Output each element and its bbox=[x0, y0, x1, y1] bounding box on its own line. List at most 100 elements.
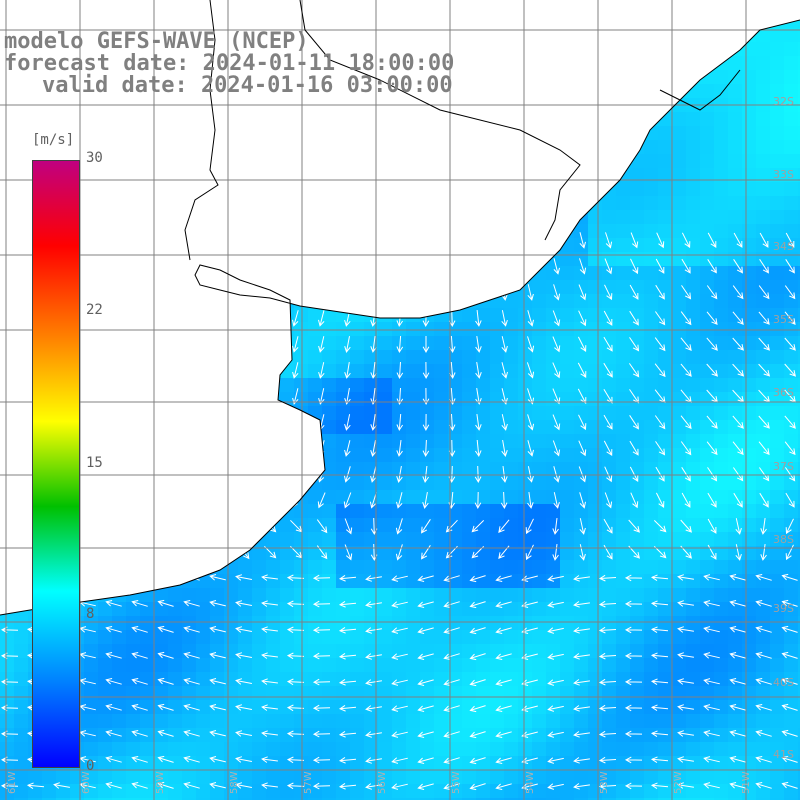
speed-cell bbox=[490, 490, 504, 504]
speed-cell bbox=[434, 616, 448, 630]
speed-cell bbox=[672, 448, 686, 462]
speed-cell bbox=[742, 560, 756, 574]
speed-cell bbox=[336, 714, 350, 728]
speed-cell bbox=[588, 560, 602, 574]
speed-cell bbox=[308, 532, 322, 546]
speed-cell bbox=[644, 406, 658, 420]
wind-arrow bbox=[131, 678, 148, 685]
speed-cell bbox=[350, 406, 364, 420]
speed-cell bbox=[700, 224, 714, 238]
speed-cell bbox=[686, 616, 700, 630]
speed-cell bbox=[392, 406, 406, 420]
speed-cell bbox=[364, 770, 378, 784]
wind-arrow bbox=[733, 492, 743, 508]
wind-arrow bbox=[784, 311, 796, 326]
speed-cell bbox=[616, 616, 630, 630]
speed-cell bbox=[560, 350, 574, 364]
speed-cell bbox=[630, 504, 644, 518]
speed-cell bbox=[798, 560, 800, 574]
speed-cell bbox=[532, 448, 546, 462]
speed-cell bbox=[406, 406, 420, 420]
wind-arrow bbox=[680, 519, 692, 533]
speed-cell bbox=[420, 532, 434, 546]
speed-cell bbox=[658, 182, 672, 196]
speed-cell bbox=[644, 462, 658, 476]
speed-cell bbox=[770, 476, 784, 490]
speed-cell bbox=[462, 532, 476, 546]
speed-cell bbox=[350, 616, 364, 630]
speed-cell bbox=[350, 532, 364, 546]
wind-arrow bbox=[318, 388, 325, 405]
wind-arrow bbox=[755, 782, 772, 789]
speed-cell bbox=[602, 294, 616, 308]
speed-cell bbox=[588, 252, 602, 266]
speed-cell bbox=[336, 770, 350, 784]
wind-arrow bbox=[650, 730, 669, 738]
speed-cell bbox=[308, 518, 322, 532]
speed-cell bbox=[798, 784, 800, 798]
wind-arrow bbox=[422, 387, 430, 406]
speed-cell bbox=[714, 322, 728, 336]
speed-cell bbox=[476, 378, 490, 392]
speed-cell bbox=[672, 154, 686, 168]
speed-cell bbox=[434, 798, 448, 800]
speed-cell bbox=[392, 616, 406, 630]
wind-arrow bbox=[286, 574, 305, 582]
speed-cell bbox=[448, 798, 462, 800]
lon-label: 55W bbox=[451, 771, 462, 794]
speed-cell bbox=[686, 756, 700, 770]
speed-cell bbox=[658, 672, 672, 686]
speed-cell bbox=[742, 448, 756, 462]
speed-cell bbox=[630, 224, 644, 238]
speed-cell bbox=[658, 630, 672, 644]
wind-arrow bbox=[469, 757, 486, 765]
wind-arrow bbox=[785, 492, 795, 508]
speed-cell bbox=[196, 602, 210, 616]
speed-cell bbox=[252, 658, 266, 672]
speed-cell bbox=[658, 462, 672, 476]
speed-cell bbox=[742, 588, 756, 602]
speed-cell bbox=[406, 476, 420, 490]
speed-cell bbox=[602, 784, 616, 798]
speed-cell bbox=[798, 196, 800, 210]
speed-cell bbox=[672, 140, 686, 154]
speed-cell bbox=[378, 602, 392, 616]
speed-cell bbox=[238, 588, 252, 602]
speed-cell bbox=[686, 364, 700, 378]
speed-cell bbox=[560, 700, 574, 714]
wind-arrow bbox=[650, 704, 669, 712]
wind-arrow bbox=[235, 600, 252, 607]
wind-arrow bbox=[732, 285, 744, 300]
speed-cell bbox=[56, 798, 70, 800]
speed-cell bbox=[630, 546, 644, 560]
wind-arrow bbox=[573, 757, 590, 764]
speed-cell bbox=[196, 630, 210, 644]
speed-cell bbox=[504, 714, 518, 728]
wind-arrow bbox=[521, 679, 538, 686]
speed-cell bbox=[784, 154, 798, 168]
speed-cell bbox=[336, 336, 350, 350]
speed-cell bbox=[630, 742, 644, 756]
speed-cell bbox=[378, 714, 392, 728]
speed-cell bbox=[672, 322, 686, 336]
wind-arrow bbox=[521, 653, 538, 660]
wind-arrow bbox=[417, 783, 434, 790]
speed-cell bbox=[574, 462, 588, 476]
speed-cell bbox=[798, 224, 800, 238]
speed-cell bbox=[742, 140, 756, 154]
speed-cell bbox=[672, 546, 686, 560]
speed-cell bbox=[168, 602, 182, 616]
wind-arrow bbox=[209, 652, 226, 659]
lon-label: 54W bbox=[525, 771, 536, 794]
speed-cell bbox=[658, 378, 672, 392]
speed-cell bbox=[322, 644, 336, 658]
speed-cell bbox=[280, 770, 294, 784]
speed-cell bbox=[756, 126, 770, 140]
speed-cell bbox=[434, 560, 448, 574]
speed-cell bbox=[644, 182, 658, 196]
speed-cell bbox=[140, 644, 154, 658]
speed-cell bbox=[266, 728, 280, 742]
wind-arrow bbox=[469, 601, 486, 609]
wind-arrow bbox=[391, 783, 408, 790]
speed-cell bbox=[630, 756, 644, 770]
